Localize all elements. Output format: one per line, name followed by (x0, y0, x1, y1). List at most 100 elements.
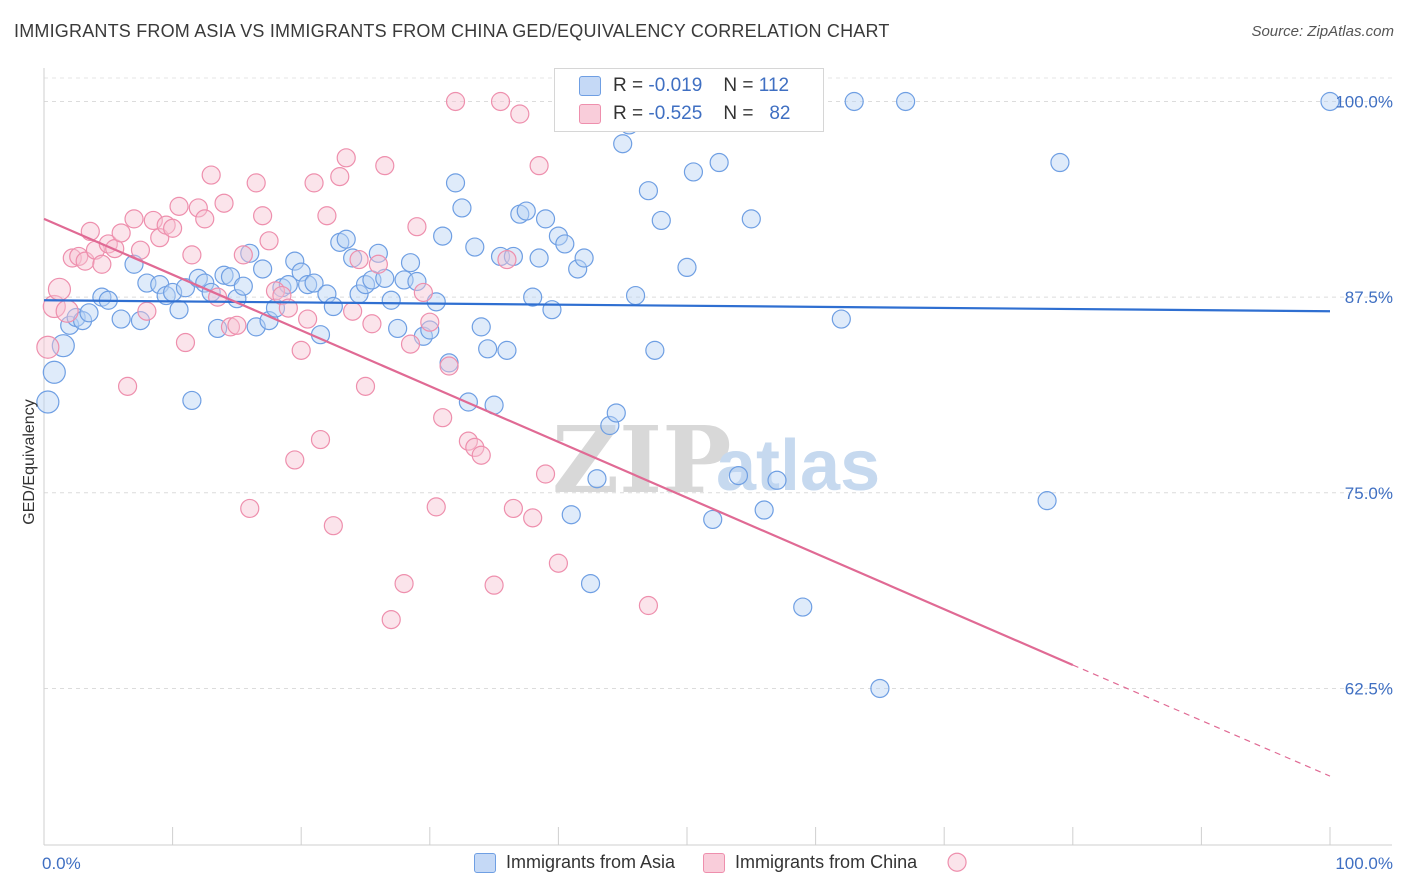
asia-point (233, 276, 253, 296)
china-point (394, 573, 414, 594)
trend-line-china-extension (1072, 664, 1331, 777)
asia-point (433, 226, 453, 246)
china-point (510, 104, 530, 124)
asia-point (580, 573, 601, 594)
china-point (169, 196, 189, 216)
x-tick-label: 0.0% (42, 854, 81, 873)
china-point (137, 301, 157, 321)
china-point (368, 254, 388, 274)
asia-point (625, 285, 646, 306)
y-axis-label: GED/Equivalency (21, 399, 38, 524)
legend-item-asia[interactable]: Immigrants from Asia (474, 852, 675, 873)
asia-point (60, 315, 80, 335)
y-tick-label: 100.0% (1335, 92, 1393, 111)
asia-point (240, 243, 260, 263)
china-point (291, 340, 311, 360)
asia-point (465, 237, 485, 257)
chart-source: Source: ZipAtlas.com (1251, 23, 1394, 40)
china-point (175, 332, 196, 353)
asia-point (304, 273, 324, 293)
asia-point (831, 309, 851, 329)
china-point (143, 210, 163, 231)
asia-point (388, 318, 408, 339)
asia-point (298, 275, 318, 295)
asia-point (844, 91, 864, 112)
trend-lines (43, 217, 1331, 777)
asia-point (214, 265, 234, 285)
china-point (278, 298, 298, 318)
asia-point (870, 678, 890, 699)
asia-point (709, 152, 729, 173)
asia-point (793, 597, 813, 617)
y-tick-label: 62.5% (1345, 679, 1393, 698)
china-point (355, 376, 376, 396)
asia-point (638, 181, 659, 201)
asia-point (79, 303, 99, 323)
china-point (80, 221, 100, 241)
china-point (55, 299, 79, 323)
asia-point (400, 253, 421, 273)
china-point (336, 148, 356, 168)
y-tick-label: 75.0% (1345, 484, 1393, 503)
watermark-zip: ZIP (552, 406, 731, 514)
asia-point (452, 198, 472, 218)
china-point (400, 334, 421, 354)
asia-point (645, 340, 665, 360)
china-point (413, 282, 433, 303)
legend-r-value: -0.019 (648, 75, 703, 96)
asia-point (555, 234, 575, 254)
china-point (323, 516, 343, 536)
china-point (497, 249, 517, 270)
stats-legend: R = -0.019 N = 112 R = -0.525 N = 82 (554, 68, 824, 132)
china-point (484, 575, 504, 595)
asia-point (36, 390, 60, 414)
china-point (285, 450, 305, 470)
legend-item-china[interactable]: Immigrants from China (703, 852, 917, 873)
asia-point (529, 248, 549, 268)
series-legend: Immigrants from Asia Immigrants from Chi… (474, 852, 945, 873)
watermark-atlas: atlas (716, 426, 880, 506)
asia-point (420, 320, 440, 340)
series-asia-points (36, 91, 1340, 699)
asia-point (478, 339, 498, 359)
asia-point (574, 248, 594, 268)
asia-point (561, 505, 581, 525)
asia-point (42, 360, 66, 384)
china-point (420, 312, 440, 332)
legend-n-value: 112 (758, 75, 790, 96)
tick-labels: 100.0% 87.5% 75.0% 62.5% 0.0% 100.0% (42, 92, 1393, 873)
asia-point (497, 340, 517, 360)
china-point (439, 356, 459, 376)
china-point (220, 317, 241, 337)
asia-point (535, 209, 556, 229)
china-point (195, 209, 215, 229)
china-point (117, 376, 138, 396)
asia-point (613, 134, 633, 154)
china-point (426, 497, 446, 517)
asia-point (130, 311, 151, 331)
asia-point (651, 210, 671, 231)
china-point (433, 408, 453, 428)
asia-point (291, 262, 311, 282)
china-point (227, 315, 247, 335)
china-point (304, 173, 324, 193)
china-point (253, 206, 273, 226)
axes (43, 68, 1392, 846)
legend-swatch-asia (579, 76, 601, 96)
china-point (240, 498, 260, 519)
asia-point (516, 201, 536, 221)
china-point (188, 198, 208, 218)
china-point (343, 301, 363, 321)
asia-point (728, 465, 749, 486)
legend-row-china: R = -0.525 N = 82 (579, 101, 790, 127)
china-point (246, 173, 266, 193)
legend-n-label: N = (723, 103, 754, 124)
asia-point (568, 259, 588, 279)
asia-point (111, 309, 131, 329)
legend-r-label: R = (613, 75, 644, 96)
china-point (381, 609, 401, 630)
asia-point (703, 509, 723, 530)
x-tick-label: 100.0% (1335, 854, 1393, 873)
legend-n-label: N = (723, 75, 754, 96)
china-point (330, 167, 350, 187)
